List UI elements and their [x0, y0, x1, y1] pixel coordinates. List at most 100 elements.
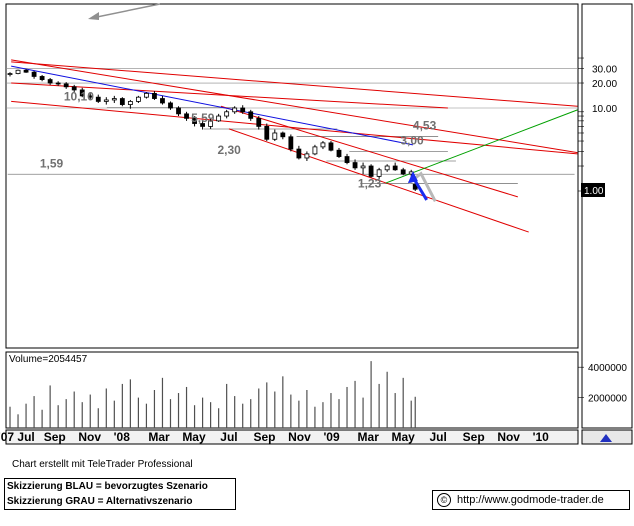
- price-level-label: 4,53: [413, 119, 437, 133]
- trend-line: [228, 128, 529, 233]
- time-axis-panel: [5, 429, 579, 445]
- blue-arrowhead-icon: [407, 171, 418, 184]
- x-tick-label: Nov: [288, 430, 311, 444]
- candle-body: [400, 169, 406, 175]
- chart-labels: 30.00 20.00 10.00 10,10 5,59 4,533,00 2,30 1,59…: [0, 3, 627, 444]
- candle-body: [15, 69, 21, 74]
- source-url[interactable]: http://www.godmode-trader.de: [457, 494, 604, 506]
- source-link[interactable]: © http://www.godmode-trader.de: [432, 490, 630, 510]
- candle-body: [336, 149, 342, 157]
- x-tick-label: Mar: [148, 430, 170, 444]
- candle-body: [304, 153, 310, 159]
- candle-body: [248, 111, 254, 119]
- candle-body: [79, 89, 85, 97]
- x-tick-label: Nov: [497, 430, 520, 444]
- x-tick-label: Sep: [463, 430, 485, 444]
- candle-body: [328, 142, 334, 151]
- price-level-label: 1,23: [358, 177, 382, 191]
- candle-body: [63, 83, 69, 88]
- trend-line: [385, 109, 578, 184]
- annotation-arrowhead-icon: [88, 12, 99, 20]
- y-tick-label: 10.00: [592, 104, 617, 115]
- candle-body: [144, 92, 149, 98]
- candle-body: [360, 165, 366, 169]
- candle-body: [216, 115, 222, 122]
- candle-body: [384, 165, 390, 171]
- candle-body: [320, 142, 326, 148]
- trend-line: [220, 105, 518, 198]
- candle-body: [296, 148, 302, 159]
- scenario-legend: Skizzierung BLAU = bevorzugtes Szenario …: [4, 478, 236, 510]
- annotation-arrow-line: [91, 3, 161, 19]
- x-tick-label: Sep: [253, 430, 275, 444]
- x-tick-label: Nov: [78, 430, 101, 444]
- price-level-label: 10,10: [64, 90, 94, 104]
- candle-body: [7, 73, 13, 75]
- candle-body: [256, 117, 262, 127]
- candle-body: [71, 86, 77, 91]
- y-tick-label: 20.00: [592, 79, 617, 90]
- candle-body: [264, 126, 270, 140]
- candle-body: [392, 165, 398, 171]
- legend-blue-scenario: Skizzierung BLAU = bevorzugtes Szenario: [7, 481, 208, 492]
- candle-body: [224, 111, 230, 117]
- candle-body: [119, 98, 125, 105]
- trend-line: [11, 65, 414, 146]
- price-level-label: 2,30: [217, 143, 241, 157]
- candle-body: [160, 98, 165, 104]
- x-tick-label: Sep: [44, 430, 66, 444]
- volume-panel: [5, 351, 579, 429]
- candle-body: [208, 120, 214, 127]
- candle-body: [272, 132, 278, 140]
- candle-body: [87, 95, 93, 98]
- candle-body: [200, 123, 205, 127]
- x-tick-label: May: [392, 430, 416, 444]
- x-tick-label: '09: [323, 430, 340, 444]
- price-panel: [5, 3, 579, 349]
- candle-body: [376, 169, 382, 177]
- candlestick-series: [7, 69, 418, 191]
- volume-label: Volume=2054457: [9, 354, 88, 365]
- candle-body: [127, 101, 133, 105]
- candle-body: [152, 92, 157, 99]
- candle-body: [232, 107, 238, 113]
- trend-lines: [11, 59, 578, 233]
- price-level-label: 1,59: [40, 156, 64, 170]
- volume-tick-label: 2000000: [588, 394, 627, 405]
- candle-body: [23, 69, 29, 73]
- x-tick-label: Mar: [358, 430, 380, 444]
- candle-body: [135, 96, 141, 102]
- x-tick-label: Jul: [429, 430, 446, 444]
- x-tick-label: May: [182, 430, 206, 444]
- candle-body: [240, 107, 246, 113]
- price-level-label: 3,00: [400, 133, 424, 147]
- candle-body: [95, 96, 101, 102]
- y-tick-label: 30.00: [592, 64, 617, 75]
- candle-body: [47, 79, 53, 84]
- candle-body: [368, 165, 374, 177]
- candle-body: [184, 113, 189, 119]
- candle-body: [55, 82, 61, 85]
- scenario-arrows: [407, 171, 437, 203]
- candle-body: [31, 71, 37, 77]
- candle-body: [280, 132, 286, 138]
- candle-body: [111, 98, 117, 101]
- candle-body: [288, 136, 294, 150]
- candle-body: [352, 162, 358, 169]
- candle-body: [103, 99, 109, 102]
- x-tick-label: '08: [114, 430, 131, 444]
- trend-line: [11, 100, 578, 155]
- chart-frame: [5, 3, 633, 445]
- candle-body: [312, 146, 318, 155]
- trend-line: [11, 59, 578, 154]
- copyright-icon: ©: [437, 493, 451, 508]
- price-level-label: 5,59: [191, 111, 215, 125]
- candle-body: [192, 117, 197, 124]
- candle-body: [344, 156, 350, 163]
- legend-gray-scenario: Skizzierung GRAU = Alternativszenario: [7, 496, 193, 507]
- corner-logo-icon: [600, 434, 612, 442]
- volume-bars: [9, 361, 416, 428]
- candle-body: [168, 102, 173, 109]
- price-axis-panel: [581, 3, 633, 429]
